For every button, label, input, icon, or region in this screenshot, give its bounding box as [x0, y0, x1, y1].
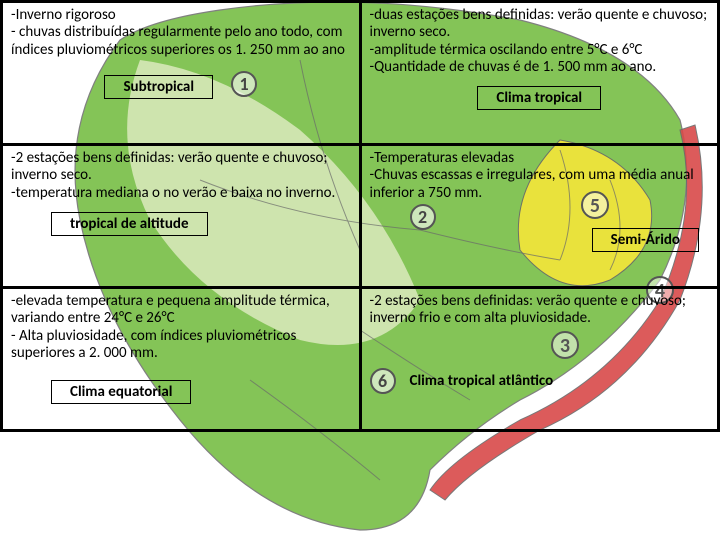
cell-subtropical: -Inverno rigoroso- chuvas distribuídas r…	[3, 3, 362, 143]
grid-row: -2 estações bens definidas: verão quente…	[3, 146, 717, 289]
cell-clima-tropical: -duas estações bens definidas: verão que…	[362, 3, 718, 143]
desc-text: -2 estações bens definidas: verão quente…	[11, 150, 351, 202]
label-subtropical: Subtropical	[104, 75, 213, 99]
number-1: 1	[231, 71, 257, 97]
cell-tropical-altitude: -2 estações bens definidas: verão quente…	[3, 146, 362, 286]
desc-text: -elevada temperatura e pequena amplitude…	[11, 293, 351, 362]
desc-text: -duas estações bens definidas: verão que…	[370, 7, 710, 76]
number-2: 2	[410, 204, 436, 230]
label-clima-equatorial: Clima equatorial	[51, 380, 191, 404]
label-semi-arido: Semi-Árido	[592, 228, 699, 252]
climate-grid: -Inverno rigoroso- chuvas distribuídas r…	[0, 0, 720, 432]
cell-clima-equatorial: -elevada temperatura e pequena amplitude…	[3, 289, 362, 429]
cell-clima-tropical-atlantico: -2 estações bens definidas: verão quente…	[362, 289, 718, 429]
label-clima-tropical-atlantico: Clima tropical atlântico	[410, 372, 554, 390]
desc-text: -Inverno rigoroso- chuvas distribuídas r…	[11, 7, 351, 59]
cell-semi-arido: -Temperaturas elevadas-Chuvas escassas e…	[362, 146, 718, 286]
label-tropical-altitude: tropical de altitude	[51, 212, 208, 236]
grid-row: -elevada temperatura e pequena amplitude…	[3, 289, 717, 429]
grid-row: -Inverno rigoroso- chuvas distribuídas r…	[3, 3, 717, 146]
desc-text: -2 estações bens definidas: verão quente…	[370, 293, 710, 328]
number-6: 6	[370, 368, 396, 394]
desc-text: -Temperaturas elevadas-Chuvas escassas e…	[370, 150, 710, 202]
label-clima-tropical: Clima tropical	[477, 86, 601, 110]
